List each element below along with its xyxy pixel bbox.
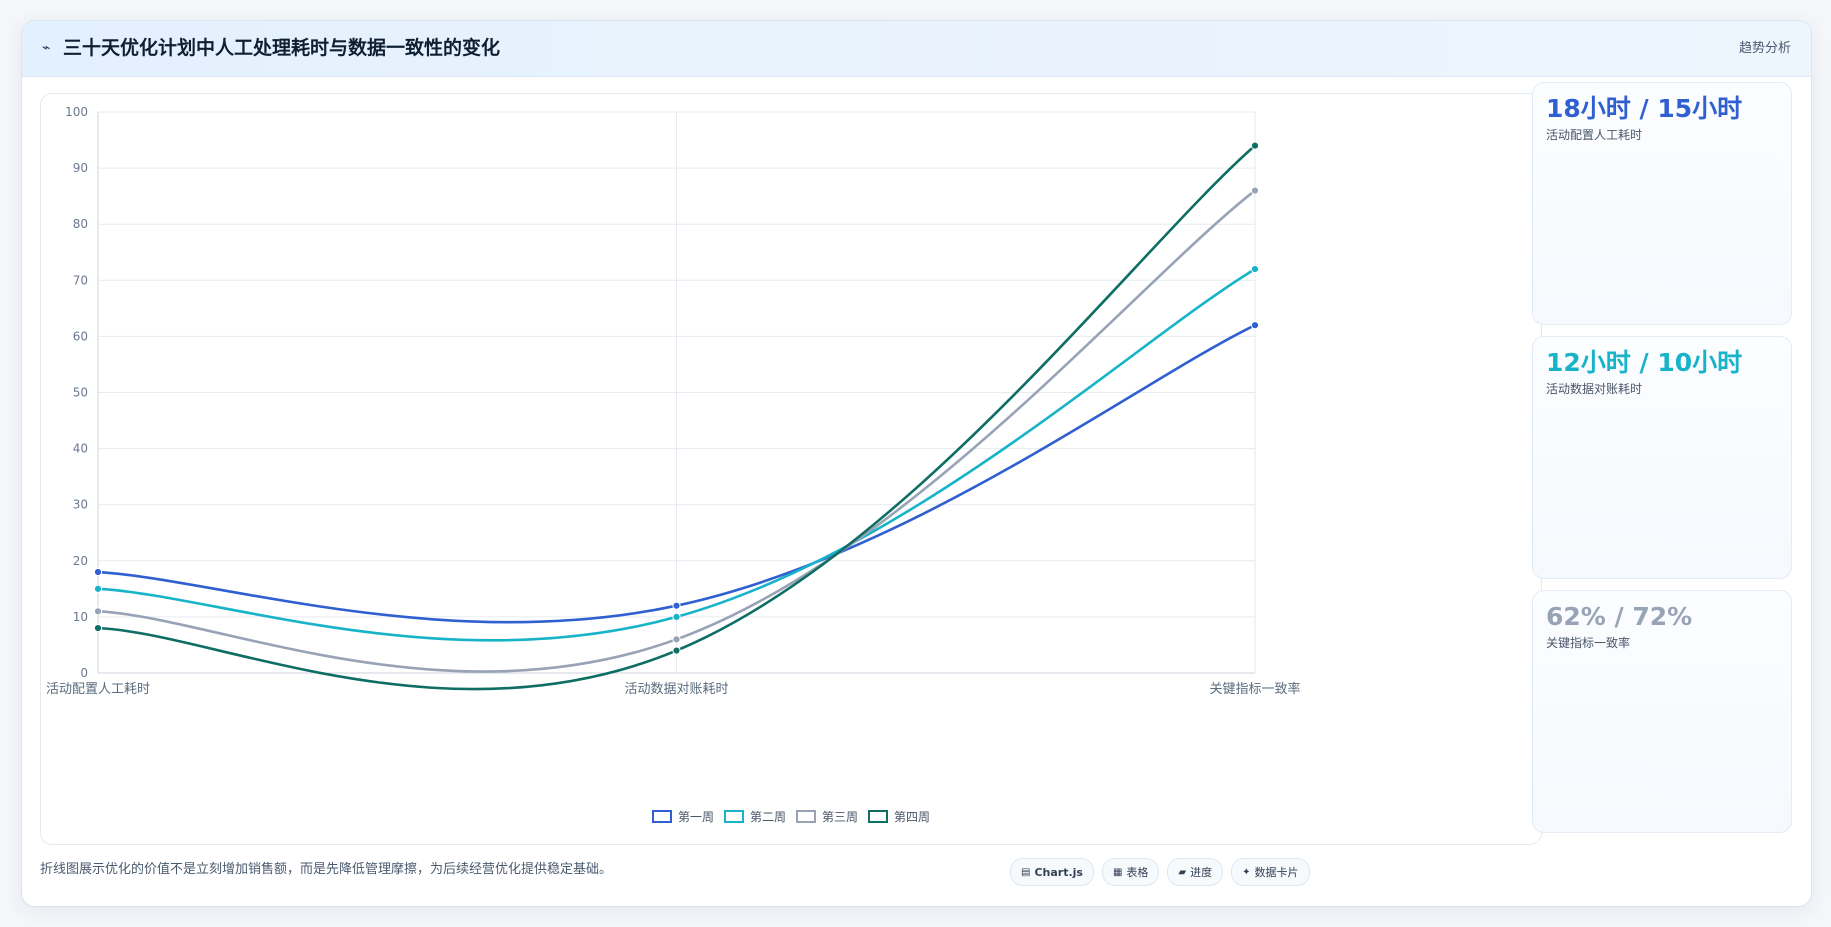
legend-label: 第二周 — [749, 809, 786, 824]
stat-value: 18小时 / 15小时 — [1546, 94, 1743, 123]
stat-card-reconcile-time: 12小时 / 10小时 活动数据对账耗时 — [1532, 336, 1792, 579]
data-point[interactable] — [93, 584, 103, 593]
y-tick-label: 50 — [73, 386, 88, 400]
legend-swatch — [723, 809, 744, 823]
y-tick-label: 10 — [73, 610, 88, 624]
footer-note: 折线图展示优化的价值不是立刻增加销售额，而是先降低管理摩擦，为后续经营优化提供稳… — [40, 862, 613, 877]
y-tick-label: 60 — [73, 329, 88, 343]
data-point[interactable] — [93, 607, 103, 616]
y-tick-label: 0 — [80, 666, 88, 680]
y-tick-label: 70 — [73, 273, 88, 287]
data-point[interactable] — [1250, 321, 1260, 330]
pill-chartjs[interactable]: ▤ Chart.js — [1010, 858, 1094, 886]
stat-label: 活动配置人工耗时 — [1546, 128, 1643, 142]
pill-label: 进度 — [1190, 866, 1213, 879]
sparkle-icon: ✦ — [1242, 866, 1251, 878]
data-point[interactable] — [1250, 186, 1260, 195]
y-tick-label: 20 — [73, 554, 88, 568]
legend-swatch — [651, 809, 672, 823]
legend-item[interactable]: 第二周 — [723, 806, 786, 826]
data-point[interactable] — [672, 601, 681, 610]
series-line-4 — [97, 144, 1256, 691]
pill-data-card[interactable]: ✦ 数据卡片 — [1231, 858, 1310, 886]
y-tick-label: 100 — [65, 105, 88, 119]
stat-label: 活动数据对账耗时 — [1546, 382, 1643, 396]
line-chart-panel: 0 10 20 30 40 50 60 70 80 90 100 活动配置人工耗时 活动数据对账耗时 关键… — [40, 93, 1542, 845]
x-tick-label: 活动数据对账耗时 — [624, 682, 728, 697]
pill-progress[interactable]: ▰ 进度 — [1167, 858, 1224, 886]
legend-swatch — [796, 809, 816, 823]
legend-item[interactable]: 第四周 — [868, 806, 930, 826]
legend-label: 第一周 — [677, 809, 714, 824]
y-tick-label: 40 — [73, 442, 88, 456]
stat-card-consistency-rate: 62% / 72% 关键指标一致率 — [1532, 590, 1792, 833]
pill-label: Chart.js — [1034, 865, 1083, 879]
y-tick-label: 30 — [73, 498, 88, 512]
data-point[interactable] — [93, 567, 103, 577]
pill-table[interactable]: ▦ 表格 — [1101, 858, 1160, 886]
y-tick-label: 80 — [73, 217, 88, 231]
pill-label: 表格 — [1126, 866, 1149, 879]
stat-label: 关键指标一致率 — [1546, 636, 1631, 650]
y-tick-label: 90 — [73, 161, 88, 175]
progress-icon: ▰ — [1178, 866, 1187, 878]
legend-item[interactable]: 第一周 — [651, 806, 714, 826]
x-tick-label: 关键指标一致率 — [1209, 681, 1300, 697]
pill-label: 数据卡片 — [1254, 866, 1299, 879]
legend-item[interactable]: 第三周 — [796, 806, 858, 826]
legend-label: 第四周 — [894, 809, 931, 824]
data-point[interactable] — [1250, 264, 1260, 274]
stat-value: 12小时 / 10小时 — [1546, 348, 1743, 377]
trend-icon: ⌁ — [42, 40, 51, 56]
chart-icon: ▤ — [1021, 866, 1031, 878]
x-tick-label: 活动配置人工耗时 — [46, 682, 150, 697]
data-point[interactable] — [672, 612, 681, 622]
data-point[interactable] — [672, 635, 681, 644]
chart-legend: 第一周 第二周 第三周 第四周 — [41, 806, 1541, 826]
page-title: 三十天优化计划中人工处理耗时与数据一致性的变化 — [63, 37, 501, 59]
line-chart: 0 10 20 30 40 50 60 70 80 90 100 活动配置人工耗时 活动数据对账耗时 关键… — [46, 105, 1301, 697]
card-header: ⌁ 三十天优化计划中人工处理耗时与数据一致性的变化 趋势分析 — [22, 21, 1811, 77]
trend-analysis-tag: 趋势分析 — [1738, 41, 1791, 56]
dashboard-card: ⌁ 三十天优化计划中人工处理耗时与数据一致性的变化 趋势分析 0 10 20 30 40… — [21, 20, 1812, 907]
data-point[interactable] — [93, 624, 103, 633]
series-line-3 — [97, 189, 1256, 673]
feature-pills: ▤ Chart.js ▦ 表格 ▰ 进度 ✦ 数据卡片 — [1010, 858, 1310, 886]
data-point[interactable] — [672, 646, 681, 655]
table-icon: ▦ — [1112, 866, 1123, 878]
data-point[interactable] — [1250, 141, 1260, 150]
stat-card-config-time: 18小时 / 15小时 活动配置人工耗时 — [1532, 82, 1792, 325]
legend-swatch — [868, 809, 889, 823]
legend-label: 第三周 — [822, 809, 859, 824]
stat-value: 62% / 72% — [1546, 602, 1693, 631]
